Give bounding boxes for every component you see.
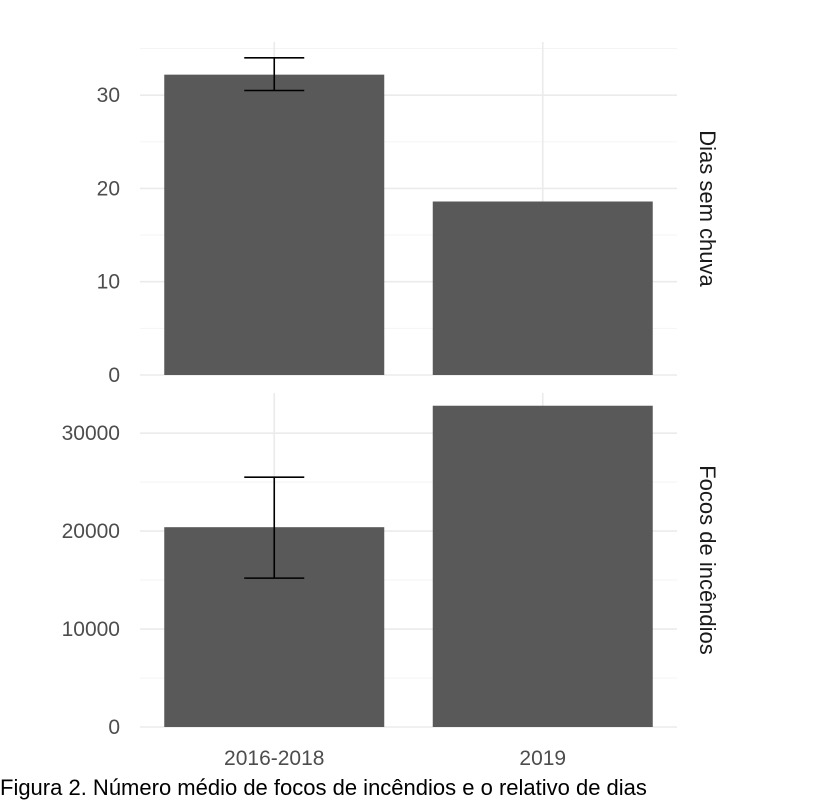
y-tick-label: 20000: [62, 520, 120, 543]
panel-focos-de-incendios: 0 10000 20000 30000 Focos de incêndios 2016-2…: [62, 393, 720, 770]
bar-2019: [432, 201, 653, 375]
x-tick-label: 2016-2018: [224, 747, 324, 770]
y-tick-label: 30000: [62, 422, 120, 445]
bar-2016-2018: [164, 74, 385, 375]
panel-dias-sem-chuva: 0 10 20 30 Dias sem chuva: [97, 42, 720, 387]
x-tick-label: 2019: [519, 747, 566, 770]
error-bar-2016-2018: [244, 476, 305, 579]
y-tick-label: 0: [108, 364, 120, 387]
bar-2019: [432, 405, 653, 727]
facet-strip-label: Focos de incêndios: [695, 465, 720, 655]
facet-strip-label: Dias sem chuva: [695, 130, 720, 287]
figure-caption: Figura 2. Número médio de focos de incên…: [0, 775, 647, 800]
y-tick-label: 0: [108, 716, 120, 739]
y-tick-label: 10: [97, 271, 120, 294]
error-bar-2016-2018: [244, 57, 305, 92]
y-tick-label: 20: [97, 177, 120, 200]
y-tick-label: 30: [97, 84, 120, 107]
y-tick-label: 10000: [62, 618, 120, 641]
